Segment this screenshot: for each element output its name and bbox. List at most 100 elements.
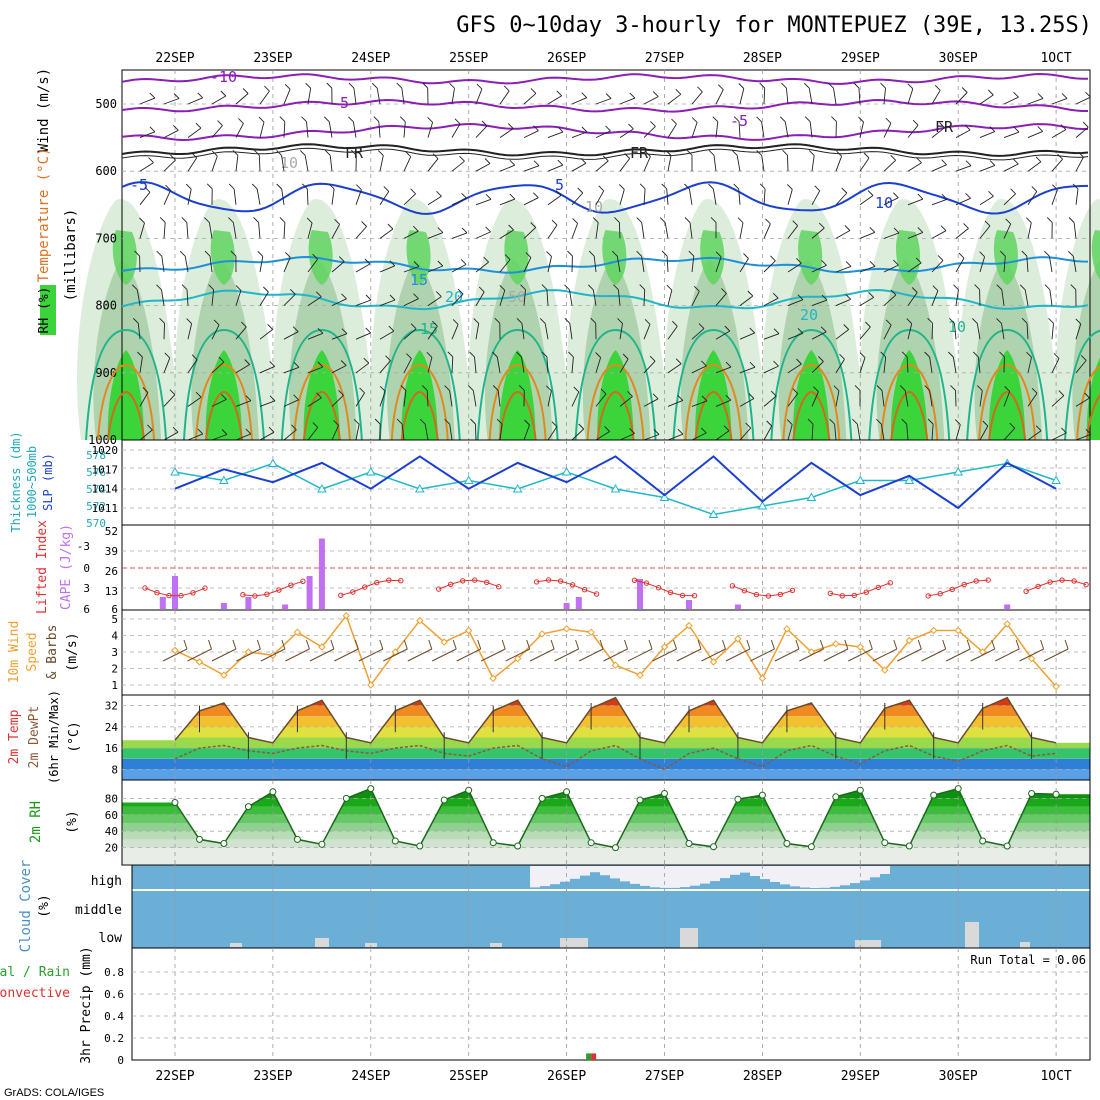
- wind-barb-flag: [312, 253, 318, 260]
- wind-speed-point: [660, 643, 669, 651]
- wind-barb: [763, 333, 780, 340]
- wind-barb: [331, 298, 347, 307]
- high-cloud: [650, 866, 660, 888]
- wind-barb-flag: [253, 149, 260, 156]
- wind-barb-flag: [405, 151, 412, 158]
- wind-speed-point: [929, 626, 938, 635]
- wind-barb-flag: [915, 257, 922, 264]
- rh-tick: 80: [105, 792, 118, 805]
- wind-barb-flag: [996, 318, 1002, 324]
- wind-barb-flag: [989, 126, 996, 132]
- wind-barb: [859, 195, 874, 206]
- wind-barb-flag: [317, 361, 324, 368]
- wind-barb: [355, 362, 370, 374]
- wind-barb: [643, 360, 656, 374]
- wind-barb-flag: [818, 356, 824, 362]
- high-cloud: [670, 866, 680, 888]
- high-cloud: [580, 866, 590, 876]
- wind-barb-flag: [364, 258, 371, 265]
- date-tick-bottom: 27SEP: [645, 1069, 684, 1084]
- thickness-point: [512, 483, 523, 493]
- wind-barb-flag: [717, 84, 724, 91]
- wind-barb: [955, 257, 965, 273]
- wind-barb: [427, 357, 433, 373]
- wind-barb: [355, 226, 367, 239]
- slp-tick: 1020: [92, 444, 119, 457]
- wind-barb: [667, 433, 684, 441]
- wind-barb-flag: [677, 395, 684, 401]
- wind-barb: [763, 395, 777, 407]
- rh-point: [196, 835, 203, 843]
- wind-barb-flag: [595, 352, 601, 358]
- wind-barb-flag: [460, 259, 467, 265]
- wind-barb-flag: [629, 428, 635, 434]
- wind-barb-flag: [341, 293, 347, 300]
- wind-barb: [1001, 323, 1005, 340]
- wind-barb: [691, 91, 703, 105]
- wind-barb: [403, 121, 406, 138]
- wind-barb-flag: [859, 352, 866, 358]
- wind-barb: [763, 87, 766, 105]
- wind-barb: [235, 433, 251, 441]
- wind-barb-flag: [159, 317, 165, 324]
- wind-barb-flag: [179, 250, 186, 257]
- li-line: [1025, 579, 1087, 592]
- wind-barb: [307, 296, 322, 306]
- temp-band: [122, 758, 1090, 770]
- high-cloud: [870, 866, 880, 878]
- wind-barb: [307, 222, 313, 239]
- cape-tick: 13: [105, 585, 118, 598]
- wind-barb: [426, 390, 429, 407]
- wind-barb-flag: [169, 389, 176, 396]
- wind-barb: [379, 191, 390, 206]
- temp2m-panel: 32 24 16 8: [105, 694, 1091, 781]
- wind-barb-flag: [979, 251, 985, 258]
- low-cloud: [965, 922, 979, 948]
- wind-barb-flag: [516, 351, 522, 358]
- wind-barb-flag: [749, 327, 756, 334]
- wind-barb-flag: [148, 157, 154, 163]
- wind-barb-flag: [326, 82, 333, 89]
- wind-barb-flag: [377, 150, 384, 156]
- wind-barb: [379, 299, 396, 307]
- wind-barb-flag: [333, 420, 339, 426]
- wind-speed-point: [881, 666, 889, 674]
- wind-barb-flag: [350, 149, 357, 156]
- wind-barb: [211, 125, 223, 138]
- wind-barb: [571, 391, 580, 407]
- wind-barb-flag: [927, 317, 933, 324]
- wind-barb-flag: [950, 385, 956, 391]
- wind-barb-flag: [134, 250, 140, 257]
- high-cloud: [680, 866, 690, 888]
- wind-barb-flag: [427, 116, 433, 123]
- rh-point: [1052, 790, 1060, 798]
- high-cloud: [720, 866, 730, 879]
- surface-barb-flag: [844, 639, 849, 650]
- wind-barb: [907, 162, 922, 172]
- wind-barb: [811, 155, 815, 172]
- wind-barb-flag: [353, 418, 360, 425]
- wind-barb-flag: [545, 385, 552, 392]
- wind-barb-flag: [941, 159, 947, 166]
- wind-barb: [211, 398, 227, 407]
- wind-barb: [1027, 430, 1042, 441]
- wind-barb-flag: [756, 150, 763, 156]
- label-speed: Speed: [25, 632, 40, 671]
- wind-speed-point: [832, 640, 840, 648]
- wind-barb: [763, 425, 773, 441]
- li-tick: 3: [83, 582, 90, 595]
- date-tick-top: 26SEP: [547, 51, 586, 66]
- date-tick-top: 27SEP: [645, 51, 684, 66]
- wind-barb: [739, 88, 745, 105]
- wind-barb: [691, 291, 700, 306]
- wind-barb-flag: [1068, 217, 1075, 223]
- surface-barb-flag: [1064, 639, 1069, 650]
- wind-barb: [379, 265, 395, 273]
- wind-barb-flag: [461, 192, 467, 199]
- thickness-tick: 570: [86, 517, 106, 530]
- wind-barb-flag: [723, 425, 730, 432]
- wind-barb-flag: [221, 429, 228, 435]
- wind-barb-flag: [803, 82, 810, 89]
- surface-barb: [456, 648, 481, 662]
- wind-barb-flag: [901, 351, 908, 358]
